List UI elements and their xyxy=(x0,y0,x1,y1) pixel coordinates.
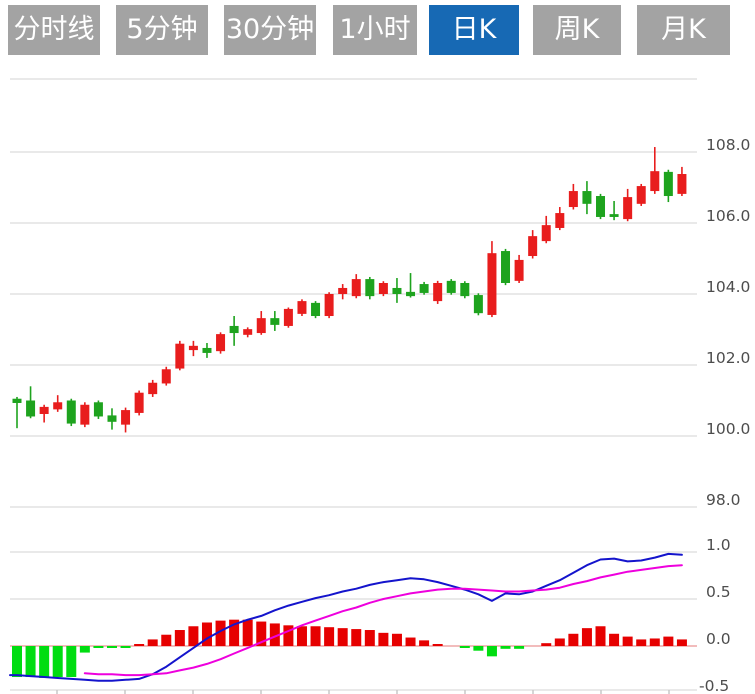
axis-labels: 108.0 106.0 104.0 102.0 100.0 98.0 1.0 0.5 0.0 -0… xyxy=(699,136,750,694)
tab-monthly-k[interactable]: 月K xyxy=(637,5,730,55)
svg-text:104.0: 104.0 xyxy=(706,278,750,296)
svg-text:0.0: 0.0 xyxy=(706,630,731,648)
svg-text:-0.5: -0.5 xyxy=(699,677,729,694)
price-candles xyxy=(12,147,687,433)
tab-daily-k[interactable]: 日K xyxy=(429,5,519,55)
tab-weekly-k[interactable]: 周K xyxy=(533,5,621,55)
gridlines xyxy=(10,78,697,691)
tab-timeline[interactable]: 分时线 xyxy=(8,5,100,55)
macd-histogram xyxy=(12,619,687,678)
svg-text:108.0: 108.0 xyxy=(706,136,750,154)
macd-lines xyxy=(9,552,683,682)
tab-1hour[interactable]: 1小时 xyxy=(333,5,417,55)
svg-text:100.0: 100.0 xyxy=(706,420,750,438)
dea-line xyxy=(83,564,683,677)
svg-text:102.0: 102.0 xyxy=(706,349,750,367)
x-axis-ticks xyxy=(56,690,670,694)
svg-text:1.0: 1.0 xyxy=(706,536,731,554)
svg-text:98.0: 98.0 xyxy=(706,491,741,509)
tab-5min[interactable]: 5分钟 xyxy=(116,5,208,55)
dif-line xyxy=(9,552,683,682)
tab-30min[interactable]: 30分钟 xyxy=(224,5,316,55)
interval-tab-bar: 分时线 5分钟 30分钟 1小时 日K 周K 月K xyxy=(0,0,755,62)
svg-text:0.5: 0.5 xyxy=(706,583,731,601)
svg-text:106.0: 106.0 xyxy=(706,207,750,225)
